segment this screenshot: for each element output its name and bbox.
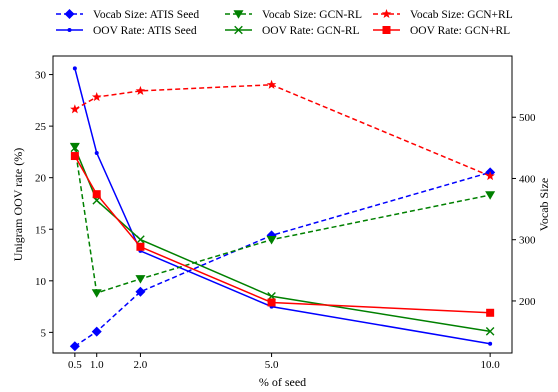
y-right-tick-label: 200 xyxy=(519,296,536,308)
data-point xyxy=(266,79,277,89)
legend-marker xyxy=(382,26,391,34)
y-axis-right: 200 300 400 500 xyxy=(512,112,536,308)
plot-frame xyxy=(52,55,513,354)
x-axis: 0.5 1.0 2.0 5.0 10.0 xyxy=(68,353,500,371)
legend-marker xyxy=(67,28,72,32)
series-line xyxy=(74,84,491,177)
data-point xyxy=(69,341,80,352)
legend-item: OOV Rate: GCN-RL xyxy=(225,25,360,37)
x-tick-label: 2.0 xyxy=(134,359,148,371)
series-line xyxy=(74,146,491,294)
data-point xyxy=(135,275,146,284)
y-left-tick-label: 5 xyxy=(41,327,47,339)
y-right-tick-label: 400 xyxy=(519,173,536,185)
y-left-tick-label: 30 xyxy=(35,70,47,82)
series-4 xyxy=(70,79,495,181)
legend-marker xyxy=(234,25,243,35)
legend-marker xyxy=(381,9,392,19)
legend-label: OOV Rate: ATIS Seed xyxy=(93,25,197,37)
series-0 xyxy=(69,167,496,352)
y-left-tick-label: 20 xyxy=(35,173,47,185)
data-point xyxy=(91,92,102,102)
data-point xyxy=(486,308,495,317)
series-line xyxy=(74,171,491,347)
legend-label: OOV Rate: GCN-RL xyxy=(262,25,360,37)
legend-label: Vocab Size: GCN+RL xyxy=(410,9,513,21)
x-axis-title: % of seed xyxy=(259,375,306,389)
y-axis-left: 5 10 15 20 25 30 xyxy=(35,70,53,339)
x-tick-label: 0.5 xyxy=(68,359,82,371)
data-point xyxy=(70,143,80,153)
x-tick-label: 5.0 xyxy=(265,359,279,371)
series-1 xyxy=(72,66,493,346)
data-point xyxy=(485,327,495,336)
data-point xyxy=(267,298,276,307)
data-point xyxy=(485,191,496,200)
legend-marker xyxy=(64,9,75,19)
legend-item: Vocab Size: GCN+RL xyxy=(373,9,513,21)
data-point xyxy=(94,150,99,155)
x-tick-label: 10.0 xyxy=(481,359,501,371)
series-line xyxy=(74,147,491,333)
y-right-tick-label: 300 xyxy=(519,235,536,247)
y-left-tick-label: 10 xyxy=(35,276,47,288)
chart-legend: Vocab Size: ATIS Seed OOV Rate: ATIS Seed… xyxy=(56,9,513,37)
y-left-tick-label: 15 xyxy=(35,224,47,236)
series-5 xyxy=(70,152,495,317)
y-axis-left-title: Unigram OOV rate (%) xyxy=(11,148,25,261)
data-point xyxy=(91,289,102,298)
data-point xyxy=(488,341,493,346)
y-right-tick-label: 500 xyxy=(519,112,536,124)
data-point xyxy=(136,242,145,251)
series-2 xyxy=(69,142,496,298)
series-layer xyxy=(69,66,496,352)
data-point xyxy=(266,235,277,245)
legend-item: Vocab Size: ATIS Seed xyxy=(56,9,199,21)
legend-marker xyxy=(233,10,244,19)
data-point xyxy=(72,66,77,71)
data-point xyxy=(70,152,79,161)
data-point xyxy=(91,326,102,337)
legend-item: OOV Rate: ATIS Seed xyxy=(56,25,197,37)
data-point xyxy=(70,104,80,114)
y-axis-right-title: Vocab Size xyxy=(537,178,551,231)
data-point xyxy=(135,85,146,95)
data-point xyxy=(136,235,145,244)
legend-label: OOV Rate: GCN+RL xyxy=(410,25,510,37)
legend-item: OOV Rate: GCN+RL xyxy=(373,25,510,37)
data-point xyxy=(92,190,101,199)
y-left-tick-label: 25 xyxy=(35,121,47,133)
series-line xyxy=(74,155,491,314)
data-point xyxy=(135,286,146,297)
x-tick-label: 1.0 xyxy=(90,359,104,371)
legend-item: Vocab Size: GCN-RL xyxy=(225,9,362,21)
legend-label: Vocab Size: ATIS Seed xyxy=(93,9,199,21)
data-point xyxy=(485,171,495,181)
legend-label: Vocab Size: GCN-RL xyxy=(262,9,362,21)
